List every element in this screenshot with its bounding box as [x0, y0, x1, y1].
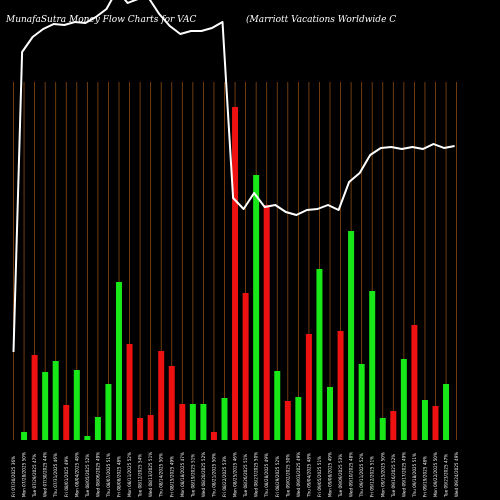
- x-tick-label: Fri 08/22/2025 53%: [222, 456, 227, 497]
- bar: [52, 361, 59, 440]
- x-tick-label: Wed 09/17/2025 49%: [401, 452, 406, 497]
- x-tick-label: Fri 08/15/2025 49%: [169, 456, 174, 497]
- x-tick-label: Wed 08/20/2025 52%: [201, 452, 206, 497]
- x-tick-label: Tue 09/02/2025 50%: [285, 454, 290, 498]
- x-tick-label: Fri 09/19/2025 48%: [422, 456, 427, 497]
- x-tick-label: Mon 08/18/2025 47%: [180, 452, 185, 497]
- x-tick-label: Thu 09/04/2025 48%: [306, 453, 311, 498]
- bar: [284, 401, 291, 440]
- x-tick-label: Thu 09/11/2025 52%: [359, 453, 364, 498]
- x-tick-label: Mon 09/15/2025 50%: [380, 452, 385, 497]
- bar: [158, 351, 165, 440]
- bar: [168, 366, 175, 440]
- bar: [348, 231, 355, 440]
- x-tick-label: Wed 08/27/2025 50%: [254, 452, 259, 497]
- x-tick-label: Fri 09/12/2025 51%: [370, 456, 375, 497]
- bar: [84, 436, 91, 440]
- bar: [358, 364, 365, 440]
- x-tick-label: Wed 08/13/2025 51%: [148, 452, 153, 497]
- x-tick-label: Tue 08/26/2025 51%: [243, 454, 248, 498]
- bar: [63, 405, 70, 440]
- chart-title: MunafaSutra Money Flow Charts for VAC: [6, 15, 197, 25]
- x-tick-label: Thu 08/07/2025 51%: [106, 453, 111, 498]
- bar: [200, 404, 207, 440]
- bar: [337, 331, 344, 440]
- x-tick-label: Thu 08/21/2025 50%: [211, 453, 216, 498]
- bar: [31, 355, 38, 440]
- x-tick-label: Thu 09/18/2025 51%: [412, 453, 417, 498]
- x-tick-label: Mon 08/11/2025 52%: [127, 452, 132, 497]
- bar: [126, 344, 133, 440]
- x-tick-label: Fri 09/05/2025 51%: [317, 456, 322, 497]
- x-tick-label: Fri 08/29/2025 52%: [275, 456, 280, 497]
- x-tick-label: Thu 08/14/2025 50%: [159, 453, 164, 498]
- bar: [116, 282, 122, 440]
- bar: [400, 359, 407, 440]
- chart-subtitle: (Marriott Vacations Worldwide C: [246, 15, 397, 25]
- bar: [210, 432, 217, 440]
- bar: [432, 406, 439, 440]
- bar: [316, 269, 323, 440]
- bar: [42, 372, 49, 440]
- series-line: [12, 0, 455, 353]
- bar: [369, 291, 376, 440]
- bar: [179, 404, 186, 440]
- x-tick-label: Fri 08/01/2025 49%: [64, 456, 69, 497]
- x-tick-label: Wed 07/30/2025 44%: [43, 452, 48, 497]
- bar: [105, 384, 112, 440]
- x-tick-label: Tue 08/05/2025 52%: [85, 454, 90, 498]
- bar: [242, 293, 249, 440]
- x-tick-label: Wed 08/06/2025 49%: [95, 452, 100, 497]
- bar: [379, 418, 386, 440]
- bar: [274, 371, 281, 440]
- x-tick-label: Tue 09/09/2025 53%: [338, 454, 343, 498]
- x-tick-label: Mon 08/04/2025 48%: [74, 452, 79, 497]
- bar: [443, 384, 450, 440]
- bar: [137, 418, 144, 440]
- x-tick-label: Tue 07/29/2025 47%: [32, 454, 37, 498]
- bar: [295, 397, 302, 440]
- bar: [421, 400, 428, 440]
- bar: [411, 325, 418, 440]
- bar: [189, 404, 196, 440]
- x-tick-label: Wed 09/10/2025 48%: [349, 452, 354, 497]
- x-tick-label: Tue 08/19/2025 51%: [190, 454, 195, 498]
- x-tick-label: Fri 07/30/2025 36%: [11, 456, 16, 497]
- bar: [147, 415, 154, 440]
- bar: [232, 107, 239, 440]
- x-tick-label: Tue 09/16/2025 52%: [391, 454, 396, 498]
- x-tick-label: Mon 08/25/2025 46%: [233, 452, 238, 497]
- x-tick-label: Mon 09/22/2025 50%: [433, 452, 438, 497]
- x-tick-label: Tue 08/12/2025 54%: [138, 454, 143, 498]
- x-tick-label: Thu 08/28/2025 49%: [264, 453, 269, 498]
- x-tick-label: Fri 08/08/2025 48%: [117, 456, 122, 497]
- bar: [73, 370, 80, 440]
- bar: [253, 175, 260, 440]
- x-tick-label: Mon 09/08/2025 49%: [328, 452, 333, 497]
- bar: [221, 398, 228, 440]
- bar: [263, 205, 270, 440]
- x-tick-label: Tue 09/23/2025 47%: [444, 454, 449, 498]
- bar: [94, 417, 101, 440]
- bar: [390, 411, 397, 440]
- bar: [305, 334, 312, 440]
- x-tick-label: Thu 07/31/2025 46%: [53, 453, 58, 498]
- x-tick-label: Wed 09/03/2025 49%: [296, 452, 301, 497]
- x-tick-label: Wed 09/24/2025 49%: [454, 452, 459, 497]
- bar: [327, 387, 333, 440]
- bar: [21, 432, 28, 440]
- x-tick-label: Mon 07/28/2025 50%: [22, 452, 27, 497]
